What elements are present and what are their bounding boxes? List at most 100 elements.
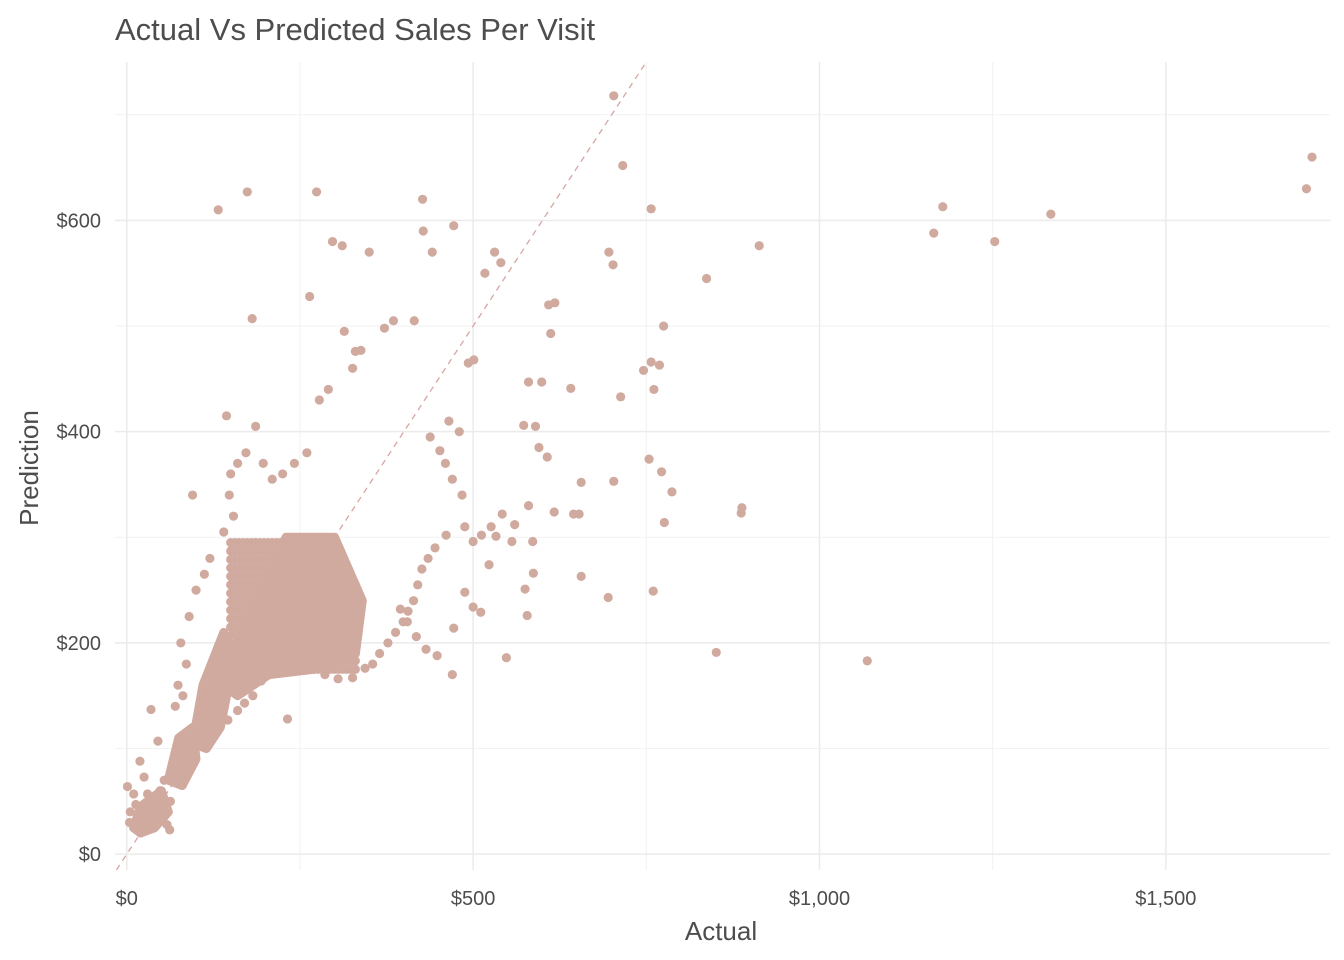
data-point: [568, 509, 579, 519]
data-point: [139, 772, 149, 782]
data-point: [333, 674, 343, 684]
data-point: [388, 316, 399, 326]
data-point: [403, 606, 413, 616]
data-point: [247, 314, 257, 324]
data-point: [507, 536, 517, 547]
data-point: [528, 568, 538, 578]
data-point: [646, 357, 656, 367]
data-point: [497, 509, 507, 519]
data-point: [648, 586, 658, 596]
data-point: [530, 421, 541, 431]
data-point: [350, 664, 360, 674]
reference-line: [115, 61, 647, 871]
data-point: [566, 383, 576, 393]
data-point: [360, 663, 370, 673]
data-point: [659, 321, 669, 331]
data-point: [350, 346, 360, 357]
data-point: [444, 416, 454, 426]
data-point: [289, 458, 300, 468]
data-point: [609, 476, 619, 486]
data-point: [510, 520, 520, 530]
data-point: [411, 631, 421, 642]
reference-line-group: [115, 61, 647, 871]
data-point: [421, 644, 431, 654]
data-point: [402, 617, 412, 627]
data-point: [460, 587, 470, 597]
data-point: [305, 291, 315, 302]
data-point: [347, 363, 358, 373]
data-point: [522, 610, 532, 621]
y-axis-ticks: $0 $200 $400 $600: [57, 210, 102, 866]
data-point: [350, 597, 360, 607]
data-point: [379, 323, 390, 333]
data-point: [496, 258, 506, 268]
data-point: [449, 623, 459, 633]
point-cluster: [188, 627, 236, 753]
data-point: [523, 501, 534, 511]
x-tick-label: $500: [451, 888, 496, 910]
data-point: [242, 187, 252, 197]
data-point: [576, 477, 586, 487]
data-point: [542, 452, 552, 462]
data-point: [176, 638, 186, 648]
data-point: [468, 602, 478, 612]
x-axis-ticks: $0 $500 $1,000 $1,500: [116, 888, 1197, 910]
data-point: [711, 647, 721, 658]
data-point: [224, 490, 234, 500]
data-point: [544, 300, 554, 310]
data-point: [221, 411, 232, 421]
data-point: [486, 522, 496, 532]
data-point: [701, 273, 712, 284]
data-point: [609, 91, 619, 101]
data-point: [267, 474, 277, 484]
data-point: [929, 228, 939, 238]
data-point: [476, 530, 487, 540]
data-point: [449, 221, 459, 231]
data-point: [546, 328, 556, 339]
data-point: [153, 736, 163, 746]
data-point: [191, 585, 201, 595]
data-point: [447, 474, 457, 484]
data-point: [413, 580, 423, 590]
data-point: [300, 537, 311, 548]
data-point: [178, 691, 188, 701]
data-point: [476, 607, 486, 617]
data-point: [454, 427, 464, 437]
data-point: [435, 446, 445, 456]
data-point: [990, 236, 1000, 247]
major-gridlines: [115, 62, 1330, 870]
data-point: [484, 560, 494, 570]
data-point: [300, 580, 311, 590]
x-tick-label: $1,500: [1135, 888, 1196, 910]
data-point: [302, 448, 312, 458]
data-point: [213, 205, 223, 215]
y-tick-label: $400: [57, 422, 102, 444]
data-point: [656, 467, 667, 477]
data-point: [258, 458, 268, 468]
data-point: [649, 384, 659, 395]
y-axis-title: Prediction: [14, 410, 44, 526]
y-tick-label: $200: [57, 633, 102, 655]
data-point: [659, 517, 669, 528]
data-point: [219, 527, 229, 537]
data-point: [233, 458, 243, 468]
data-point: [135, 756, 145, 766]
data-point: [523, 377, 534, 387]
point-cluster: [163, 722, 201, 790]
data-point: [646, 204, 656, 214]
data-point: [314, 395, 324, 405]
y-tick-label: $0: [79, 844, 101, 866]
data-point: [409, 316, 419, 326]
point-cluster: [129, 786, 173, 838]
data-point: [364, 247, 374, 257]
data-point: [170, 701, 180, 711]
data-point: [350, 605, 360, 615]
data-point: [311, 187, 322, 197]
data-point: [339, 326, 349, 336]
data-point: [350, 614, 360, 624]
y-tick-label: $600: [57, 210, 102, 232]
data-point: [430, 543, 440, 553]
data-point: [736, 508, 746, 518]
